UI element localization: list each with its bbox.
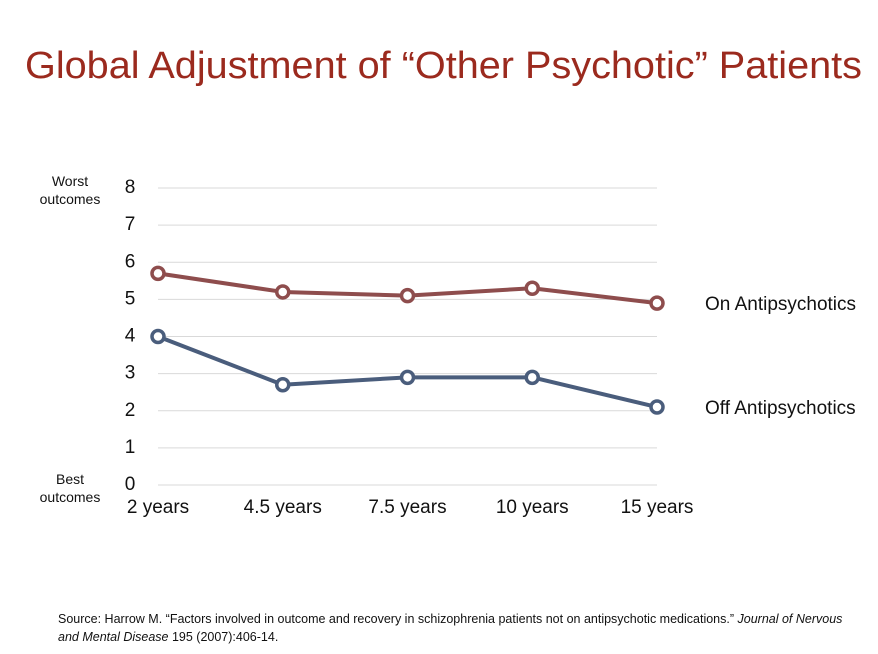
point: [524, 369, 540, 386]
series-label: On Antipsychotics: [705, 294, 856, 315]
y-tick-label: 7: [125, 214, 136, 235]
source-journal: Journal of Nervous and Mental Disease: [58, 612, 843, 644]
point: [649, 399, 665, 415]
bottom-annotation: Best outcomes: [39, 471, 101, 505]
y-tick-label: 5: [125, 288, 136, 309]
x-tick-label: 7.5 years: [368, 497, 446, 518]
bottom-annotation-box: Best outcomes: [39, 471, 101, 505]
y-tick-label: 2: [125, 400, 136, 421]
chart-title: Global Adjustment of “Other Psychotic” P…: [25, 45, 862, 87]
point: [399, 369, 416, 386]
series-label: Off Antipsychotics: [705, 398, 856, 419]
point: [150, 328, 166, 345]
point: [399, 287, 416, 304]
x-tick-label: 15 years: [621, 497, 694, 518]
y-tick-label: 4: [125, 326, 136, 347]
source: Source: Harrow M. “Factors involved in o…: [58, 610, 848, 646]
y-tick-label: 0: [125, 474, 136, 495]
point: [275, 377, 291, 393]
source-text: 195 (2007):406-14.: [168, 630, 279, 644]
x-tick-label: 2 years: [127, 497, 189, 518]
y-tick-label: 8: [125, 177, 136, 198]
chart: Global Adjustment of “Other Psychotic” P…: [25, 45, 862, 518]
x-tick-label: 4.5 years: [244, 497, 322, 518]
point: [649, 295, 665, 311]
point: [524, 280, 540, 296]
y-tick-label: 3: [125, 363, 136, 384]
top-annotation-box: Worst outcomes: [39, 173, 101, 207]
source-text: Source: Harrow M. “Factors involved in o…: [58, 612, 738, 626]
x-tick-label: 10 years: [496, 497, 569, 518]
point: [275, 284, 291, 300]
y-tick-label: 6: [125, 251, 136, 272]
top-annotation: Worst outcomes: [39, 173, 101, 207]
point: [150, 265, 166, 282]
y-tick-label: 1: [125, 437, 136, 458]
